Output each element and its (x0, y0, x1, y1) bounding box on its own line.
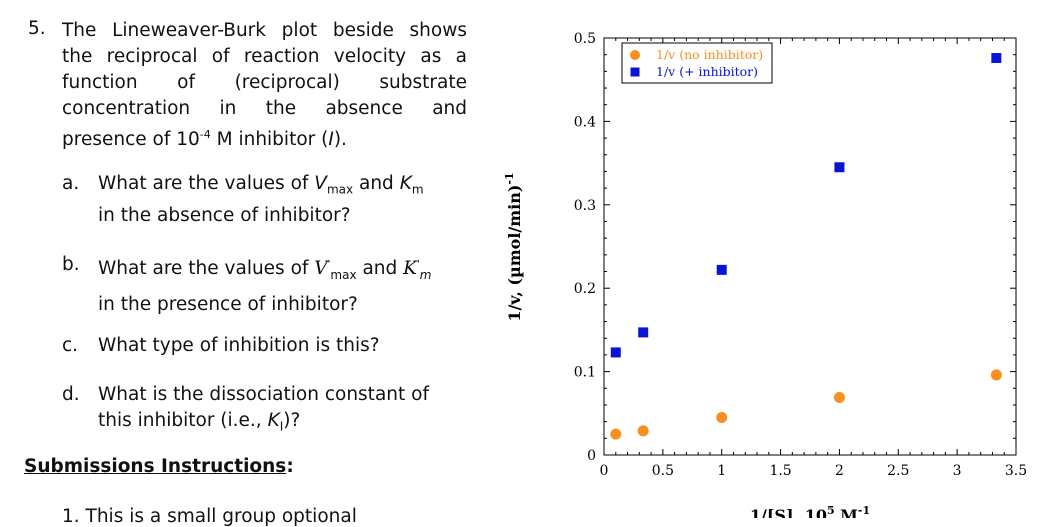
km-prime-symbol: K (403, 258, 417, 280)
chart-svg: 0 0.5 1 1.5 2 2.5 3 3.5 0 0.1 0.2 0.3 0.4 0.5 1/v (no… (503, 31, 1027, 525)
y-tick-label: 0.2 (574, 281, 596, 297)
part-b-line2: in the presence of inhibitor? (98, 293, 358, 315)
x-axis-label: 1/[S], 105 M-1 (750, 504, 870, 518)
km-subscript: m (411, 182, 424, 197)
x-axis-label-part: 5 (827, 504, 835, 517)
data-point-no-inhibitor (990, 369, 1002, 381)
prime-mark: ' (416, 259, 420, 270)
part-d-line1: What is the dissociation constant of (98, 384, 429, 405)
submissions-heading: Submissions Instructions: (24, 456, 294, 477)
legend-label: 1/v (+ inhibitor) (656, 64, 758, 79)
part-text-fragment: this inhibitor (i.e., (98, 410, 268, 431)
x-tick-label: 3.5 (1005, 463, 1027, 479)
y-tick-label: 0.3 (574, 198, 596, 214)
x-tick-label: 1.5 (769, 463, 791, 479)
chart-points (610, 53, 1002, 440)
question-line: The Lineweaver-Burk plot beside shows (62, 20, 467, 41)
ki-subscript: I (279, 419, 284, 434)
data-point-with-inhibitor (638, 327, 649, 338)
x-tick-label: 0.5 (652, 463, 674, 479)
legend-box (621, 42, 773, 84)
x-axis-label-part: -1 (858, 504, 870, 517)
question-line: function of (reciprocal) substrate (62, 72, 467, 93)
part-c-line1: What type of inhibition is this? (98, 335, 380, 356)
question-text-fragment: ). (333, 129, 347, 151)
part-d-line2: this inhibitor (i.e., KI)? (98, 408, 468, 440)
submissions-heading-text: Submissions Instructions (24, 456, 287, 477)
part-text-fragment: What are the values of (98, 258, 315, 280)
data-point-with-inhibitor (610, 347, 621, 358)
legend-label: 1/v (no inhibitor) (656, 47, 763, 62)
question-line: concentration in the absence and (62, 98, 467, 119)
submissions-colon: : (286, 456, 294, 477)
part-text-fragment: and (353, 173, 400, 194)
y-axis-label-exponent: -1 (503, 172, 516, 184)
question-line: presence of 10-4 M inhibitor (I). (62, 122, 467, 153)
plot-frame (603, 37, 1017, 456)
question-line: the reciprocal of reaction velocity as a (62, 46, 467, 67)
part-text-fragment: )? (283, 410, 301, 431)
part-a-line2: in the absence of inhibitor? (98, 204, 351, 226)
chart-ticks: 0 0.5 1 1.5 2 2.5 3 3.5 0 0.1 0.2 0.3 0.4 0.5 (574, 31, 1027, 479)
chart-axes (603, 37, 1017, 456)
question-number: 5. (28, 18, 46, 39)
x-axis-label-part: 1/[S], 10 (750, 506, 827, 518)
part-text-fragment: What are the values of (98, 173, 315, 194)
part-label: b. (62, 254, 80, 275)
legend-marker-circle (630, 50, 640, 60)
legend-marker-square (630, 67, 640, 77)
part-text-fragment: and (356, 258, 404, 280)
question-text: The Lineweaver-Burk plot beside shows th… (62, 18, 467, 153)
question-panel: 5. The Lineweaver-Burk plot beside shows… (0, 0, 480, 527)
question-text-fragment: M inhibitor ( (210, 129, 329, 151)
x-tick-label: 0 (600, 463, 609, 479)
x-tick-label: 1 (717, 463, 726, 479)
ki-symbol: K (267, 410, 280, 431)
x-tick-label: 2 (835, 463, 844, 479)
prime-mark: ' (327, 259, 331, 270)
y-axis-label-text: 1/v, (µmol/min) (505, 185, 524, 322)
inhibitor-symbol: I (328, 129, 334, 151)
chart-legend: 1/v (no inhibitor) 1/v (+ inhibitor) (621, 42, 773, 84)
vmax-subscript: max (330, 267, 357, 282)
km-subscript: m (419, 267, 432, 282)
chart-axis-labels: 1/v, (µmol/min)-11/[S], 105 M-1 (503, 172, 870, 525)
data-point-no-inhibitor (833, 391, 845, 403)
y-tick-label: 0.1 (574, 365, 596, 381)
exponent: -4 (199, 128, 211, 141)
data-point-no-inhibitor (637, 425, 649, 437)
part-label: a. (62, 173, 80, 194)
x-tick-label: 2.5 (887, 463, 909, 479)
vmax-prime-symbol: V (314, 258, 328, 280)
part-b-text: What are the values of V'max and K'm in … (98, 252, 468, 318)
lineweaver-burk-chart: 0 0.5 1 1.5 2 2.5 3 3.5 0 0.1 0.2 0.3 0.4 0.5 1/v (no… (480, 0, 1052, 525)
part-label: d. (62, 384, 80, 405)
y-tick-label: 0.5 (574, 31, 596, 47)
data-point-no-inhibitor (716, 411, 728, 423)
part-c-text: What type of inhibition is this? (98, 333, 468, 359)
y-tick-label: 0 (587, 448, 596, 464)
data-point-no-inhibitor (610, 428, 622, 440)
vmax-subscript: max (326, 182, 354, 197)
question-text-fragment: presence of 10 (62, 129, 200, 151)
part-d-text: What is the dissociation constant of thi… (98, 382, 468, 440)
cut-off-line: 1. This is a small group optional (62, 506, 357, 527)
data-point-with-inhibitor (716, 264, 727, 275)
x-tick-label: 3 (953, 463, 962, 479)
part-b-line1: What are the values of V'max and K'm (98, 252, 468, 288)
y-tick-label: 0.4 (574, 114, 596, 130)
data-point-with-inhibitor (834, 162, 845, 173)
km-symbol: K (399, 173, 412, 194)
vmax-symbol: V (314, 173, 327, 194)
part-label: c. (62, 335, 79, 356)
x-axis-label-part: M (835, 506, 858, 518)
y-axis-label: 1/v, (µmol/min)-1 (503, 172, 524, 321)
data-point-with-inhibitor (991, 53, 1002, 64)
part-a-text: What are the values of Vmax and Km in th… (98, 171, 468, 229)
part-a-line1: What are the values of Vmax and Km (98, 171, 468, 203)
